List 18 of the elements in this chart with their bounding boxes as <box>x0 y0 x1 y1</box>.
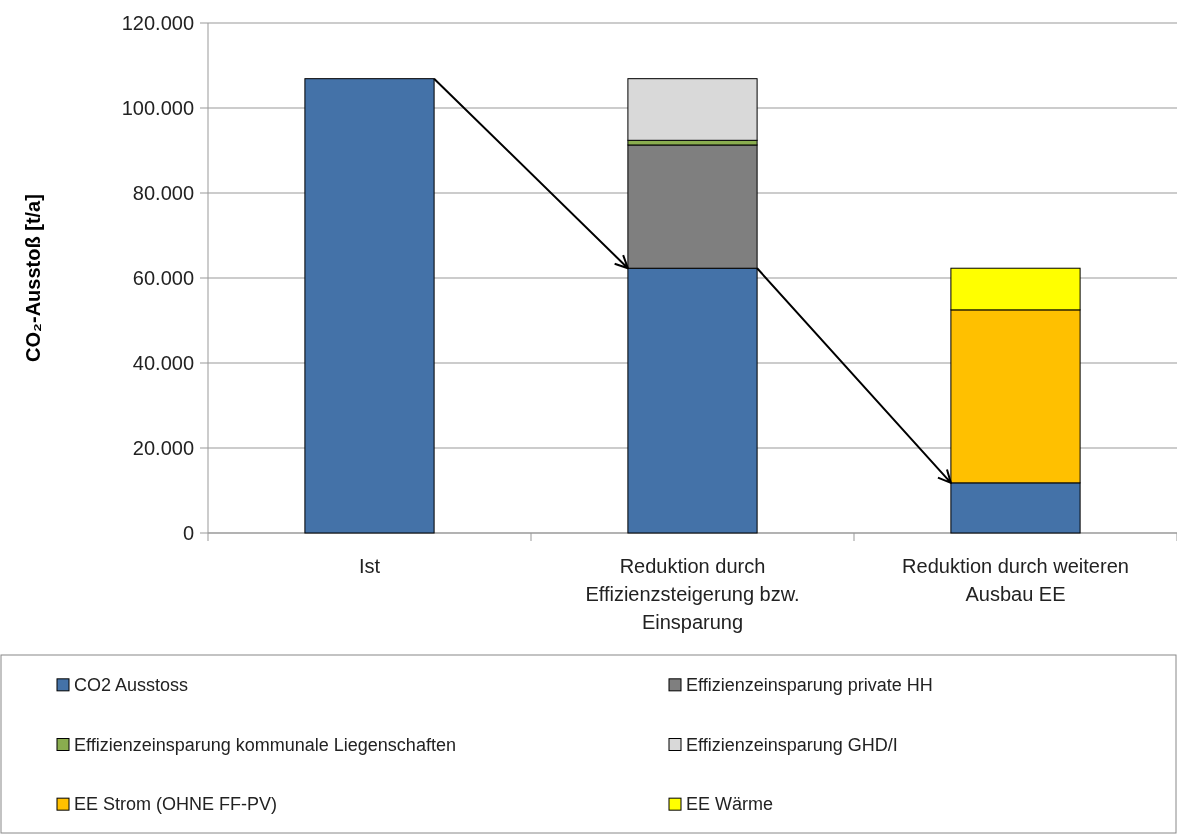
legend-label: Effizienzeinsparung kommunale Liegenschaften <box>74 734 456 755</box>
legend-label: EE Strom (OHNE FF-PV) <box>74 794 278 815</box>
y-tick-label: 40.000 <box>132 352 194 374</box>
legend-label: Effizienzeinsparung GHD/I <box>686 734 898 755</box>
y-tick-label: 80.000 <box>132 182 194 204</box>
x-tick-label: Ist <box>358 555 381 577</box>
legend-label: EE Wärme <box>686 794 774 815</box>
x-tick-label: Reduktion durch weiteren Ausbau EE <box>902 555 1129 605</box>
legend-label: Effizienzeinsparung private HH <box>686 675 933 696</box>
y-tick-label: 60.000 <box>132 267 194 289</box>
y-axis-title: CO₂-Ausstoß [t/a] <box>22 194 44 362</box>
legend-label: CO2 Ausstoss <box>74 675 189 696</box>
bar <box>304 78 435 534</box>
x-tick-label: Reduktion durch Effizienzsteigerung bzw. Einsparung <box>585 555 800 633</box>
y-tick-label: 100.000 <box>121 97 194 119</box>
y-tick-label: 0 <box>182 522 194 544</box>
y-tick-label: 20.000 <box>132 437 194 459</box>
y-tick-label: 120.000 <box>121 12 194 34</box>
